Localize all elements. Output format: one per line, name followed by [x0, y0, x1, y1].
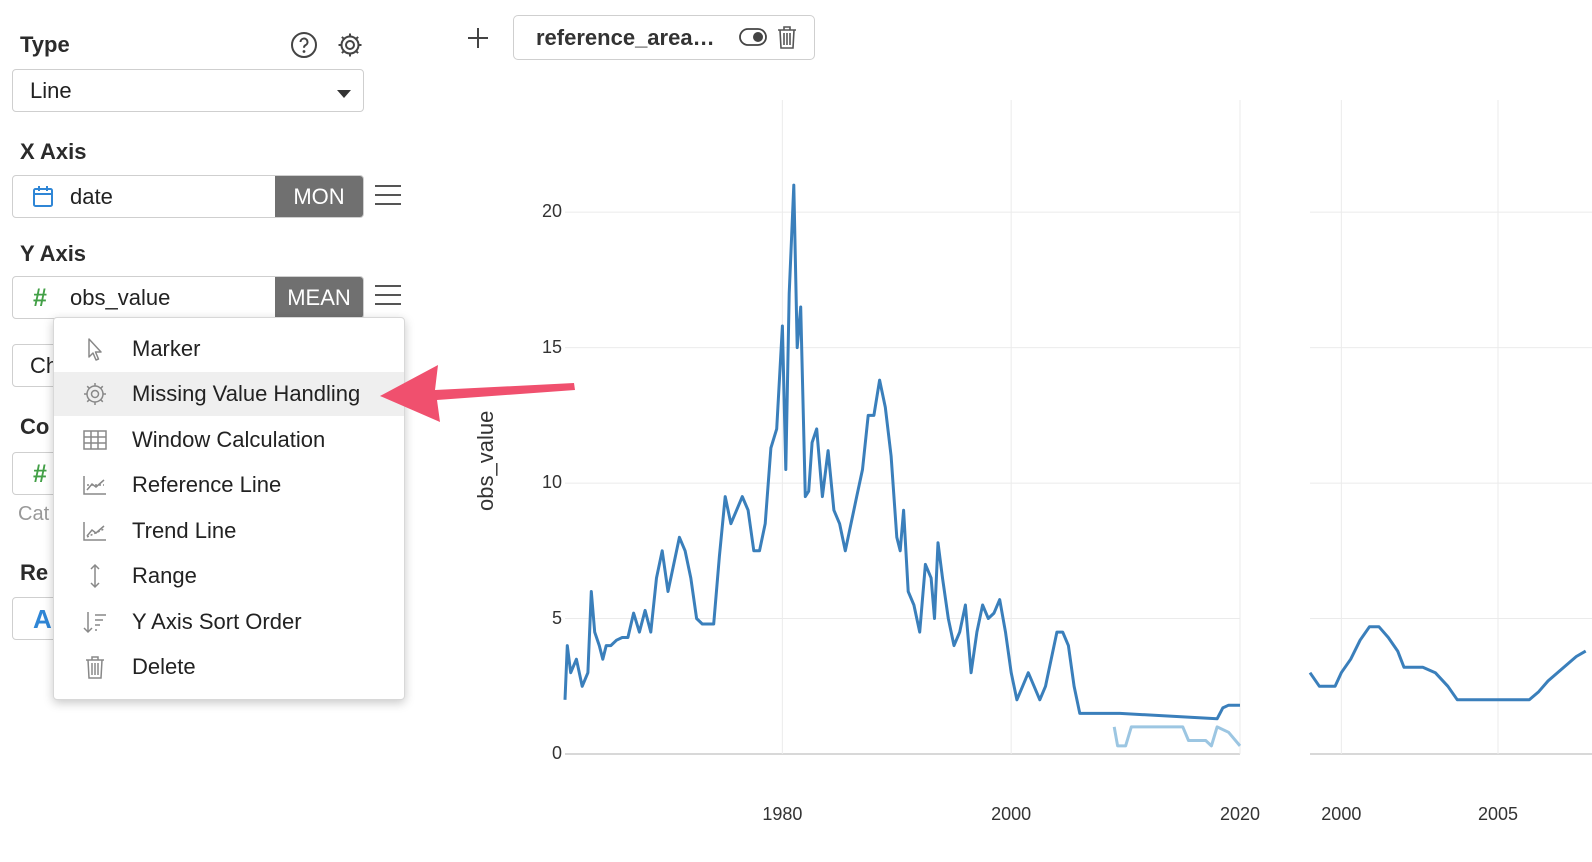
x-tick-label: 2020 [1219, 804, 1261, 824]
series-line [1308, 625, 1587, 702]
menu-item-label: Range [132, 563, 197, 588]
category-caption: Cat [18, 503, 50, 525]
y-tick-label: 0 [551, 743, 562, 763]
x-axis-field-name: date [70, 184, 113, 209]
add-icon[interactable] [466, 26, 490, 50]
color-label: Co [20, 414, 50, 439]
menu-item-marker[interactable]: Marker [54, 327, 404, 371]
menu-item-window-calculation[interactable]: Window Calculation [54, 418, 404, 462]
series-line [563, 183, 1240, 721]
y-axis-agg-button[interactable]: MEAN [275, 277, 363, 318]
line-chart-icon [82, 472, 108, 498]
x-tick-label: 2000 [1321, 804, 1362, 824]
y-axis-options-menu: Marker Missing Value Handling Window Cal… [53, 317, 405, 700]
menu-item-label: Trend Line [132, 518, 237, 543]
vertical-arrows-icon [82, 563, 108, 589]
menu-item-label: Reference Line [132, 472, 282, 497]
menu-item-range[interactable]: Range [54, 554, 404, 598]
menu-item-missing-value-handling[interactable]: Missing Value Handling [54, 372, 404, 416]
trash-icon [82, 654, 108, 680]
x-tick-label: 2000 [991, 804, 1032, 824]
y-tick-label: 5 [551, 607, 562, 628]
calendar-icon [32, 185, 54, 209]
menu-item-label: Y Axis Sort Order [132, 609, 302, 634]
toggle-icon[interactable] [739, 28, 767, 46]
gear-icon[interactable] [336, 31, 364, 59]
menu-item-delete[interactable]: Delete [54, 645, 404, 689]
x-axis-menu-icon[interactable] [375, 185, 401, 207]
repeat-label: Re [20, 560, 49, 585]
type-select-value: Line [30, 78, 72, 103]
x-axis-field[interactable]: date MON [12, 175, 364, 218]
trend-chart-icon [82, 518, 108, 544]
type-label: Type [20, 32, 70, 57]
x-axis-label: X Axis [20, 139, 87, 164]
sort-icon [82, 609, 108, 635]
menu-item-reference-line[interactable]: Reference Line [54, 463, 404, 507]
gear-icon [82, 381, 108, 407]
menu-item-label: Window Calculation [132, 427, 326, 452]
menu-item-y-axis-sort-order[interactable]: Y Axis Sort Order [54, 600, 404, 644]
text-type-icon: A [33, 604, 52, 634]
number-hash-icon: # [33, 460, 47, 488]
y-tick-label: 10 [541, 472, 562, 493]
y-axis-title: obs_value [473, 410, 498, 511]
y-axis-menu-icon[interactable] [375, 285, 401, 307]
trash-icon[interactable] [776, 24, 798, 50]
y-tick-label: 20 [541, 201, 562, 222]
y-axis-label: Y Axis [20, 241, 87, 266]
reference-area-chip[interactable]: reference_area… [513, 15, 815, 60]
menu-item-label: Missing Value Handling [132, 381, 361, 406]
series-line [1112, 725, 1242, 748]
chip-label: reference_area… [536, 25, 715, 50]
y-axis-field[interactable]: # obs_value MEAN [12, 276, 364, 319]
number-hash-icon: # [33, 284, 47, 312]
cursor-icon [82, 336, 108, 362]
y-axis-field-name: obs_value [70, 285, 171, 310]
menu-item-label: Delete [132, 654, 196, 679]
help-icon[interactable] [290, 31, 318, 59]
dropdown-caret-icon [336, 86, 352, 98]
menu-item-label: Marker [132, 336, 201, 361]
table-icon [82, 427, 108, 453]
x-tick-label: 1980 [762, 804, 803, 824]
x-tick-label: 2005 [1477, 804, 1519, 824]
type-select[interactable]: Line [12, 69, 364, 112]
x-axis-agg-button[interactable]: MON [275, 176, 363, 217]
y-tick-label: 15 [541, 336, 562, 357]
menu-item-trend-line[interactable]: Trend Line [54, 509, 404, 553]
